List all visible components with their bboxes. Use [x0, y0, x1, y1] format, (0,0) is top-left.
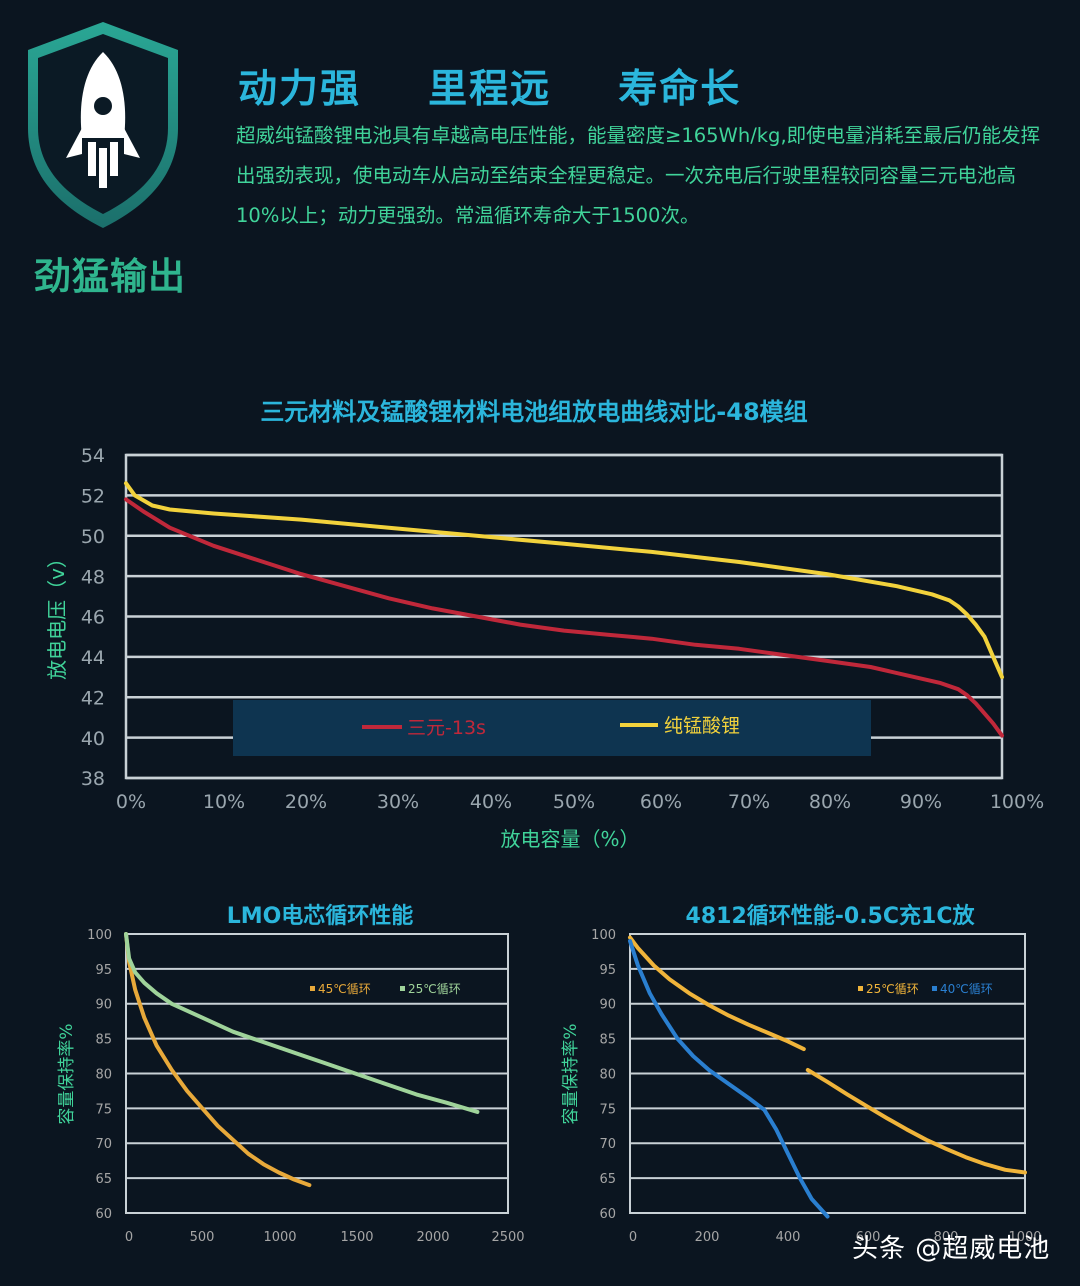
y-tick-label: 42 [81, 687, 105, 709]
badge-label: 劲猛输出 [34, 255, 186, 298]
legend-label: 25℃循环 [408, 982, 461, 996]
x-tick-label: 0 [629, 1230, 637, 1245]
series-line [628, 935, 806, 1052]
series-line [124, 932, 312, 1188]
y-tick-label: 40 [81, 728, 105, 750]
x-tick-label: 10% [203, 791, 245, 813]
y-tick-label: 54 [81, 445, 105, 467]
x-tick-label: 50% [553, 791, 595, 813]
x-tick-label: 0% [116, 791, 146, 813]
x-tick-label: 80% [809, 791, 851, 813]
x-tick-label: 70% [728, 791, 770, 813]
series-line [805, 1068, 1027, 1175]
legend-swatch [932, 986, 937, 991]
y-tick-label: 48 [81, 566, 105, 588]
y-tick-label: 52 [81, 486, 105, 508]
y-tick-label: 60 [95, 1207, 112, 1222]
y-axis-label: 容量保持率% [57, 1023, 77, 1124]
y-tick-label: 75 [95, 1102, 112, 1117]
x-tick-label: 500 [190, 1230, 215, 1245]
y-tick-label: 65 [95, 1172, 112, 1187]
plot-frame [629, 933, 1026, 1214]
y-tick-label: 90 [95, 998, 112, 1013]
chart-title: LMO电芯循环性能 [227, 903, 414, 929]
plot-frame [124, 453, 1004, 780]
y-tick-label: 90 [599, 998, 616, 1013]
y-tick-label: 75 [599, 1102, 616, 1117]
x-tick-label: 2500 [491, 1230, 524, 1245]
y-axis-label: 容量保持率% [561, 1023, 581, 1124]
x-axis-label: 放电容量（%） [500, 827, 639, 851]
rocket-shield-icon [28, 22, 178, 228]
legend-swatch [310, 986, 315, 991]
x-tick-label: 60% [640, 791, 682, 813]
x-tick-label: 100% [990, 791, 1044, 813]
y-axis-label: 放电电压（v） [45, 548, 69, 680]
chart-title: 4812循环性能-0.5C充1C放 [686, 903, 976, 929]
x-tick-label: 2000 [416, 1230, 449, 1245]
legend-label: 25℃循环 [866, 982, 919, 996]
x-tick-label: 40% [470, 791, 512, 813]
series-line [628, 939, 830, 1219]
legend-label: 45℃循环 [318, 982, 371, 996]
y-tick-label: 80 [95, 1067, 112, 1082]
x-tick-label: 200 [695, 1230, 720, 1245]
y-tick-label: 38 [81, 768, 105, 790]
x-tick-label: 90% [900, 791, 942, 813]
legend-swatch [400, 986, 405, 991]
y-tick-label: 60 [599, 1207, 616, 1222]
legend-box [233, 700, 871, 756]
y-tick-label: 95 [599, 963, 616, 978]
series-line [124, 497, 1004, 738]
watermark: 头条 @超威电池 [852, 1234, 1051, 1264]
x-tick-label: 30% [377, 791, 419, 813]
y-tick-label: 65 [599, 1172, 616, 1187]
legend-label: 40℃循环 [940, 982, 993, 996]
output-badge: 劲猛输出 [18, 18, 188, 298]
series-line [124, 481, 1004, 680]
y-tick-label: 100 [87, 928, 112, 943]
x-tick-label: 400 [776, 1230, 801, 1245]
y-tick-label: 50 [81, 526, 105, 548]
chart-title: 三元材料及锰酸锂材料电池组放电曲线对比-48模组 [260, 398, 807, 426]
y-tick-label: 44 [81, 647, 105, 669]
x-tick-label: 0 [125, 1230, 133, 1245]
plot-frame [125, 933, 509, 1214]
y-tick-label: 70 [599, 1137, 616, 1152]
legend-swatch [858, 986, 863, 991]
x-tick-label: 1500 [340, 1230, 373, 1245]
y-tick-label: 95 [95, 963, 112, 978]
y-tick-label: 70 [95, 1137, 112, 1152]
legend-label-lmo: 纯锰酸锂 [664, 715, 740, 737]
intro-paragraph: 超威纯锰酸锂电池具有卓越高电压性能，能量密度≥165Wh/kg,即使电量消耗至最… [236, 124, 1041, 227]
legend-label-ternary: 三元-13s [407, 717, 486, 739]
y-tick-label: 100 [591, 928, 616, 943]
y-tick-label: 80 [599, 1067, 616, 1082]
page-headline: 动力强 里程远 寿命长 [238, 67, 742, 112]
x-tick-label: 20% [285, 791, 327, 813]
y-tick-label: 46 [81, 607, 105, 629]
x-tick-label: 1000 [263, 1230, 296, 1245]
series-line [124, 932, 480, 1114]
y-tick-label: 85 [599, 1033, 616, 1048]
y-tick-label: 85 [95, 1033, 112, 1048]
